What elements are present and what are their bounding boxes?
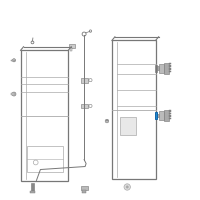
Bar xyxy=(169,110,171,112)
Bar xyxy=(11,93,15,95)
Bar xyxy=(164,110,169,121)
Bar xyxy=(164,63,169,74)
Circle shape xyxy=(12,92,16,96)
Bar xyxy=(112,40,156,179)
Bar xyxy=(30,191,35,193)
Bar xyxy=(169,115,171,117)
Bar xyxy=(82,190,86,193)
Circle shape xyxy=(126,186,128,188)
Bar xyxy=(157,66,159,70)
Bar xyxy=(81,186,88,190)
Bar xyxy=(169,68,171,70)
Bar xyxy=(70,48,72,51)
Bar xyxy=(21,50,68,181)
Bar xyxy=(159,64,164,73)
Bar xyxy=(69,44,75,48)
Bar xyxy=(169,63,171,64)
Bar xyxy=(155,112,157,119)
Bar xyxy=(155,65,157,72)
Bar xyxy=(157,114,159,117)
Circle shape xyxy=(12,59,16,62)
Bar xyxy=(159,111,164,120)
Bar xyxy=(81,104,88,108)
Circle shape xyxy=(105,119,109,123)
Bar xyxy=(31,183,34,191)
Bar xyxy=(169,71,171,72)
Bar xyxy=(169,65,171,67)
Circle shape xyxy=(124,184,130,190)
Bar xyxy=(169,118,171,119)
Bar xyxy=(106,120,108,121)
Bar xyxy=(169,113,171,114)
Bar xyxy=(120,117,136,135)
Bar xyxy=(11,60,15,61)
Bar xyxy=(81,78,88,83)
Bar xyxy=(27,146,63,171)
